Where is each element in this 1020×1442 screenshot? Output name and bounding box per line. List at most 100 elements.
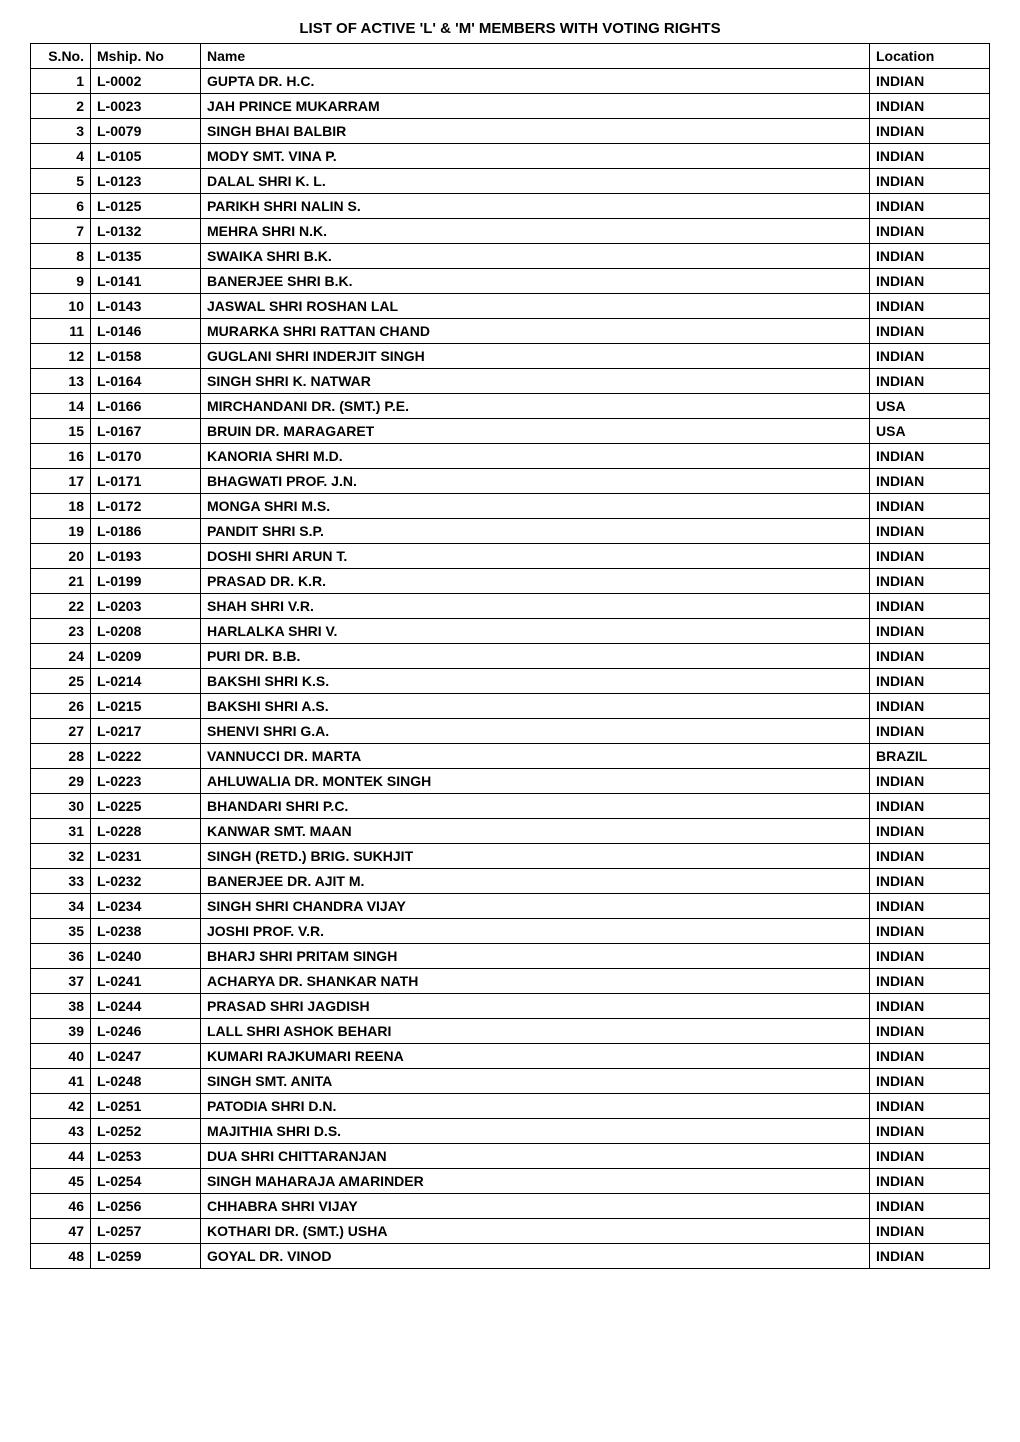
cell-sno: 47 bbox=[31, 1219, 91, 1244]
cell-sno: 41 bbox=[31, 1069, 91, 1094]
cell-name: SINGH (RETD.) BRIG. SUKHJIT bbox=[201, 844, 870, 869]
cell-location: INDIAN bbox=[870, 94, 990, 119]
cell-location: INDIAN bbox=[870, 1094, 990, 1119]
cell-name: PRASAD DR. K.R. bbox=[201, 569, 870, 594]
cell-location: INDIAN bbox=[870, 544, 990, 569]
cell-location: INDIAN bbox=[870, 694, 990, 719]
cell-sno: 46 bbox=[31, 1194, 91, 1219]
header-location: Location bbox=[870, 44, 990, 69]
cell-location: INDIAN bbox=[870, 669, 990, 694]
cell-sno: 34 bbox=[31, 894, 91, 919]
cell-sno: 7 bbox=[31, 219, 91, 244]
table-row: 32L-0231SINGH (RETD.) BRIG. SUKHJITINDIA… bbox=[31, 844, 990, 869]
table-row: 21L-0199PRASAD DR. K.R.INDIAN bbox=[31, 569, 990, 594]
cell-location: INDIAN bbox=[870, 969, 990, 994]
table-row: 47L-0257KOTHARI DR. (SMT.) USHAINDIAN bbox=[31, 1219, 990, 1244]
cell-name: MEHRA SHRI N.K. bbox=[201, 219, 870, 244]
cell-location: INDIAN bbox=[870, 644, 990, 669]
table-row: 35L-0238JOSHI PROF. V.R.INDIAN bbox=[31, 919, 990, 944]
cell-mship: L-0166 bbox=[91, 394, 201, 419]
cell-mship: L-0164 bbox=[91, 369, 201, 394]
cell-location: INDIAN bbox=[870, 1169, 990, 1194]
cell-location: USA bbox=[870, 419, 990, 444]
cell-location: INDIAN bbox=[870, 869, 990, 894]
cell-mship: L-0079 bbox=[91, 119, 201, 144]
cell-sno: 1 bbox=[31, 69, 91, 94]
cell-sno: 30 bbox=[31, 794, 91, 819]
cell-name: PARIKH SHRI NALIN S. bbox=[201, 194, 870, 219]
table-row: 26L-0215BAKSHI SHRI A.S.INDIAN bbox=[31, 694, 990, 719]
cell-name: DALAL SHRI K. L. bbox=[201, 169, 870, 194]
cell-sno: 24 bbox=[31, 644, 91, 669]
cell-mship: L-0146 bbox=[91, 319, 201, 344]
cell-name: LALL SHRI ASHOK BEHARI bbox=[201, 1019, 870, 1044]
table-row: 24L-0209PURI DR. B.B.INDIAN bbox=[31, 644, 990, 669]
cell-name: MURARKA SHRI RATTAN CHAND bbox=[201, 319, 870, 344]
cell-location: INDIAN bbox=[870, 1044, 990, 1069]
cell-mship: L-0234 bbox=[91, 894, 201, 919]
cell-sno: 44 bbox=[31, 1144, 91, 1169]
cell-name: SWAIKA SHRI B.K. bbox=[201, 244, 870, 269]
cell-location: INDIAN bbox=[870, 594, 990, 619]
cell-sno: 18 bbox=[31, 494, 91, 519]
table-row: 38L-0244PRASAD SHRI JAGDISHINDIAN bbox=[31, 994, 990, 1019]
cell-mship: L-0222 bbox=[91, 744, 201, 769]
cell-name: HARLALKA SHRI V. bbox=[201, 619, 870, 644]
cell-location: INDIAN bbox=[870, 1119, 990, 1144]
cell-sno: 19 bbox=[31, 519, 91, 544]
cell-name: ACHARYA DR. SHANKAR NATH bbox=[201, 969, 870, 994]
cell-location: INDIAN bbox=[870, 569, 990, 594]
cell-name: BAKSHI SHRI K.S. bbox=[201, 669, 870, 694]
table-row: 9L-0141BANERJEE SHRI B.K.INDIAN bbox=[31, 269, 990, 294]
header-mship: Mship. No bbox=[91, 44, 201, 69]
cell-sno: 36 bbox=[31, 944, 91, 969]
cell-sno: 39 bbox=[31, 1019, 91, 1044]
table-row: 14L-0166MIRCHANDANI DR. (SMT.) P.E.USA bbox=[31, 394, 990, 419]
cell-mship: L-0257 bbox=[91, 1219, 201, 1244]
cell-sno: 14 bbox=[31, 394, 91, 419]
cell-location: INDIAN bbox=[870, 794, 990, 819]
cell-mship: L-0167 bbox=[91, 419, 201, 444]
table-row: 5L-0123DALAL SHRI K. L.INDIAN bbox=[31, 169, 990, 194]
cell-name: PURI DR. B.B. bbox=[201, 644, 870, 669]
cell-name: BHAGWATI PROF. J.N. bbox=[201, 469, 870, 494]
table-row: 43L-0252MAJITHIA SHRI D.S.INDIAN bbox=[31, 1119, 990, 1144]
cell-sno: 15 bbox=[31, 419, 91, 444]
cell-mship: L-0203 bbox=[91, 594, 201, 619]
table-row: 1L-0002GUPTA DR. H.C.INDIAN bbox=[31, 69, 990, 94]
cell-mship: L-0158 bbox=[91, 344, 201, 369]
cell-mship: L-0132 bbox=[91, 219, 201, 244]
cell-sno: 2 bbox=[31, 94, 91, 119]
cell-location: INDIAN bbox=[870, 469, 990, 494]
table-row: 3L-0079SINGH BHAI BALBIRINDIAN bbox=[31, 119, 990, 144]
cell-name: JAH PRINCE MUKARRAM bbox=[201, 94, 870, 119]
cell-location: INDIAN bbox=[870, 119, 990, 144]
cell-mship: L-0170 bbox=[91, 444, 201, 469]
cell-location: INDIAN bbox=[870, 1244, 990, 1269]
cell-name: DUA SHRI CHITTARANJAN bbox=[201, 1144, 870, 1169]
table-row: 34L-0234SINGH SHRI CHANDRA VIJAYINDIAN bbox=[31, 894, 990, 919]
cell-name: JASWAL SHRI ROSHAN LAL bbox=[201, 294, 870, 319]
cell-location: BRAZIL bbox=[870, 744, 990, 769]
cell-location: INDIAN bbox=[870, 944, 990, 969]
cell-mship: L-0208 bbox=[91, 619, 201, 644]
cell-sno: 42 bbox=[31, 1094, 91, 1119]
cell-mship: L-0171 bbox=[91, 469, 201, 494]
cell-name: MONGA SHRI M.S. bbox=[201, 494, 870, 519]
table-row: 8L-0135SWAIKA SHRI B.K.INDIAN bbox=[31, 244, 990, 269]
cell-location: INDIAN bbox=[870, 319, 990, 344]
cell-location: INDIAN bbox=[870, 844, 990, 869]
cell-name: MIRCHANDANI DR. (SMT.) P.E. bbox=[201, 394, 870, 419]
cell-sno: 10 bbox=[31, 294, 91, 319]
cell-mship: L-0231 bbox=[91, 844, 201, 869]
cell-mship: L-0240 bbox=[91, 944, 201, 969]
cell-name: SINGH BHAI BALBIR bbox=[201, 119, 870, 144]
cell-name: BAKSHI SHRI A.S. bbox=[201, 694, 870, 719]
cell-location: INDIAN bbox=[870, 494, 990, 519]
cell-location: INDIAN bbox=[870, 994, 990, 1019]
members-table: S.No. Mship. No Name Location 1L-0002GUP… bbox=[30, 43, 990, 1269]
cell-mship: L-0209 bbox=[91, 644, 201, 669]
cell-location: INDIAN bbox=[870, 619, 990, 644]
cell-mship: L-0217 bbox=[91, 719, 201, 744]
cell-sno: 31 bbox=[31, 819, 91, 844]
